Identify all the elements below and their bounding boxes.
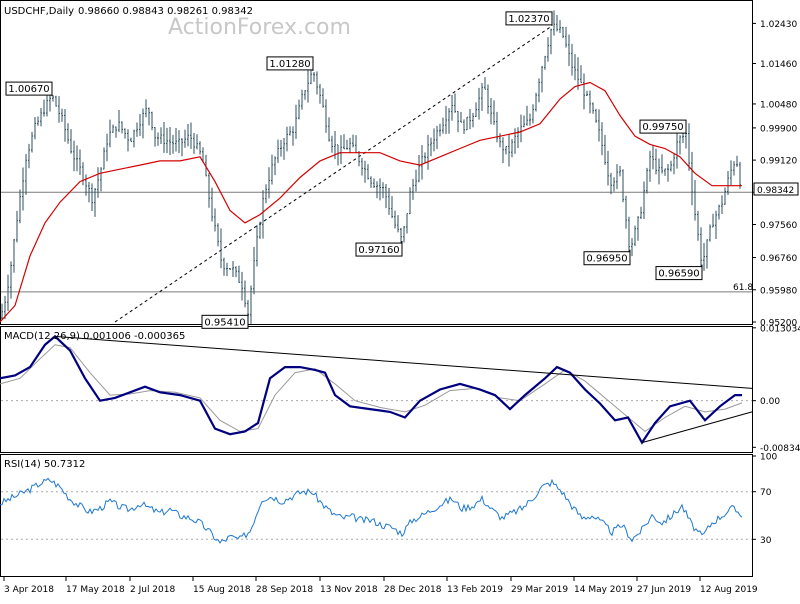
x-tick-label: 15 Aug 2018	[193, 585, 251, 595]
watermark: ActionForex.com	[168, 15, 351, 40]
price-y-tick-label: 1.01460	[760, 60, 797, 70]
current-price-label: 0.98342	[757, 186, 794, 196]
price-y-tick-label: 1.00480	[760, 100, 797, 110]
price-annotation-label: 1.01280	[269, 59, 310, 70]
x-tick-label: 14 May 2019	[574, 585, 633, 595]
price-y-tick-label: 0.99120	[760, 157, 797, 167]
rsi-panel-frame	[0, 454, 753, 577]
price-annotation-label: 0.95410	[204, 317, 245, 328]
price-y-tick-label: 0.99900	[760, 124, 797, 134]
price-annotation-label: 0.96590	[658, 269, 699, 280]
price-y-tick-label: 0.97560	[760, 221, 797, 231]
price-annotation-box	[355, 242, 403, 257]
x-tick-label: 27 Jun 2019	[637, 585, 691, 595]
x-tick-label: 13 Nov 2018	[320, 585, 378, 595]
price-panel-frame	[0, 0, 753, 325]
x-tick-label: 28 Dec 2018	[384, 585, 442, 595]
rsi-y-tick-label: 30	[760, 536, 772, 546]
macd-y-tick-label: 0.00	[760, 397, 780, 407]
current-price-box	[753, 182, 799, 196]
price-annotation-box	[583, 251, 631, 266]
macd-line	[0, 334, 742, 445]
price-y-tick-label: 0.95980	[760, 286, 797, 296]
rsi-y-tick-label: 70	[760, 488, 772, 498]
rsi-label: RSI(14) 50.7312	[4, 459, 85, 470]
macd-trend-line-0	[54, 335, 753, 389]
price-annotation-label: 1.02370	[508, 14, 549, 25]
macd-panel-frame	[0, 326, 753, 453]
ohlc-label: 0.98660 0.98843 0.98261 0.98342	[78, 6, 253, 17]
rsi-y-tick-label: 100	[760, 453, 777, 463]
price-annotation-box	[266, 56, 314, 71]
price-y-tick-label: 1.02430	[760, 20, 797, 30]
price-annotation-box	[201, 314, 249, 329]
price-annotation-box	[5, 81, 53, 96]
price-y-tick-label: 0.96760	[760, 254, 797, 264]
price-trend-line	[114, 25, 553, 323]
fib-label: 61.8	[733, 283, 753, 293]
price-annotation-label: 0.99750	[642, 122, 683, 133]
symbol-label: USDCHF,Daily	[4, 6, 74, 17]
price-annotation-box	[639, 119, 687, 134]
price-annotation-label: 0.96950	[586, 254, 627, 265]
moving-average-line	[0, 81, 742, 323]
x-tick-label: 12 Aug 2019	[700, 585, 758, 595]
macd-label: MACD(12,26,9) 0.001006 -0.000365	[4, 331, 185, 342]
price-annotation-box	[655, 266, 703, 281]
macd-trend-line-1	[641, 411, 753, 444]
x-tick-label: 28 Sep 2018	[256, 585, 313, 595]
price-annotation-box	[505, 11, 553, 26]
macd-signal-line	[0, 344, 743, 433]
x-tick-label: 13 Feb 2019	[447, 585, 503, 595]
x-tick-label: 2 Jul 2018	[130, 585, 175, 595]
price-annotation-label: 1.00670	[8, 84, 49, 95]
x-tick-label: 17 May 2018	[66, 585, 125, 595]
rsi-line	[0, 477, 743, 544]
x-tick-label: 3 Apr 2018	[4, 585, 54, 595]
price-y-tick-label: 0.95200	[760, 319, 797, 329]
price-annotation-label: 0.97160	[358, 245, 399, 256]
x-tick-label: 29 Mar 2019	[511, 585, 568, 595]
macd-y-tick-label: -0.00834	[760, 444, 800, 454]
macd-y-tick-label: 0.013034	[760, 324, 800, 334]
